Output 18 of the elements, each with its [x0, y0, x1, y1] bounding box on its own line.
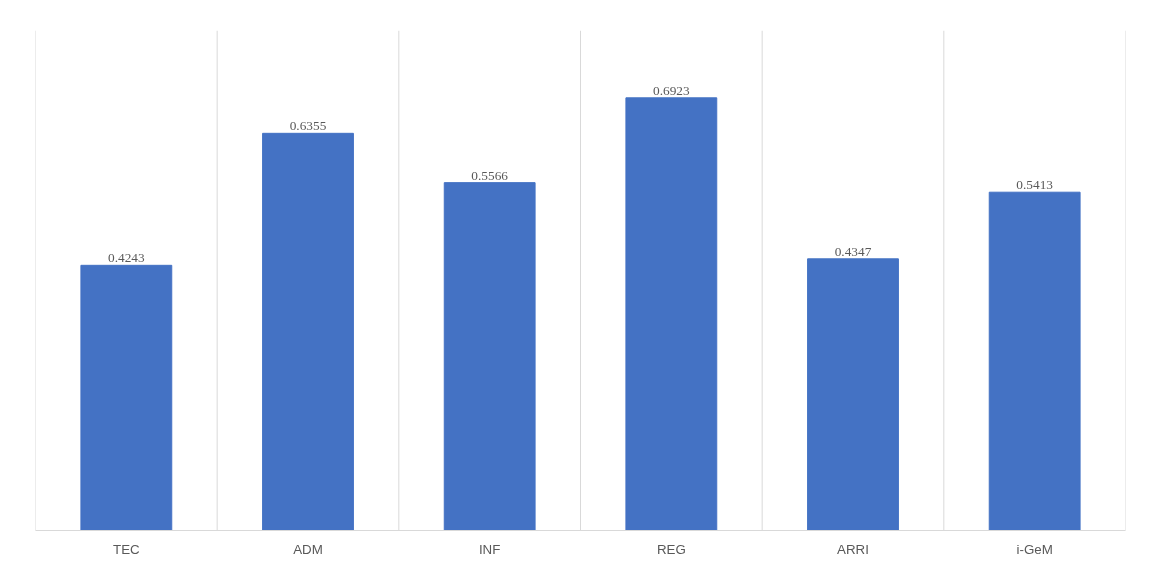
bar — [807, 258, 899, 531]
data-label: 0.5413 — [1016, 177, 1054, 193]
data-label: 0.4243 — [108, 250, 145, 266]
x-tick-label: ARRI — [837, 541, 869, 557]
bar — [443, 182, 536, 531]
data-label: 0.6923 — [653, 82, 690, 98]
bar — [262, 132, 354, 531]
bar — [80, 264, 173, 531]
x-tick-label: INF — [478, 541, 501, 557]
data-label: 0.4347 — [834, 243, 872, 259]
bar — [988, 191, 1081, 531]
bar — [625, 97, 718, 531]
x-tick-label: i-GeM — [1016, 541, 1053, 557]
x-tick-label: TEC — [113, 541, 141, 557]
x-tick-label: REG — [656, 541, 686, 557]
data-label: 0.6355 — [289, 118, 327, 134]
data-label: 0.5566 — [471, 167, 509, 183]
x-tick-label: ADM — [293, 541, 323, 557]
